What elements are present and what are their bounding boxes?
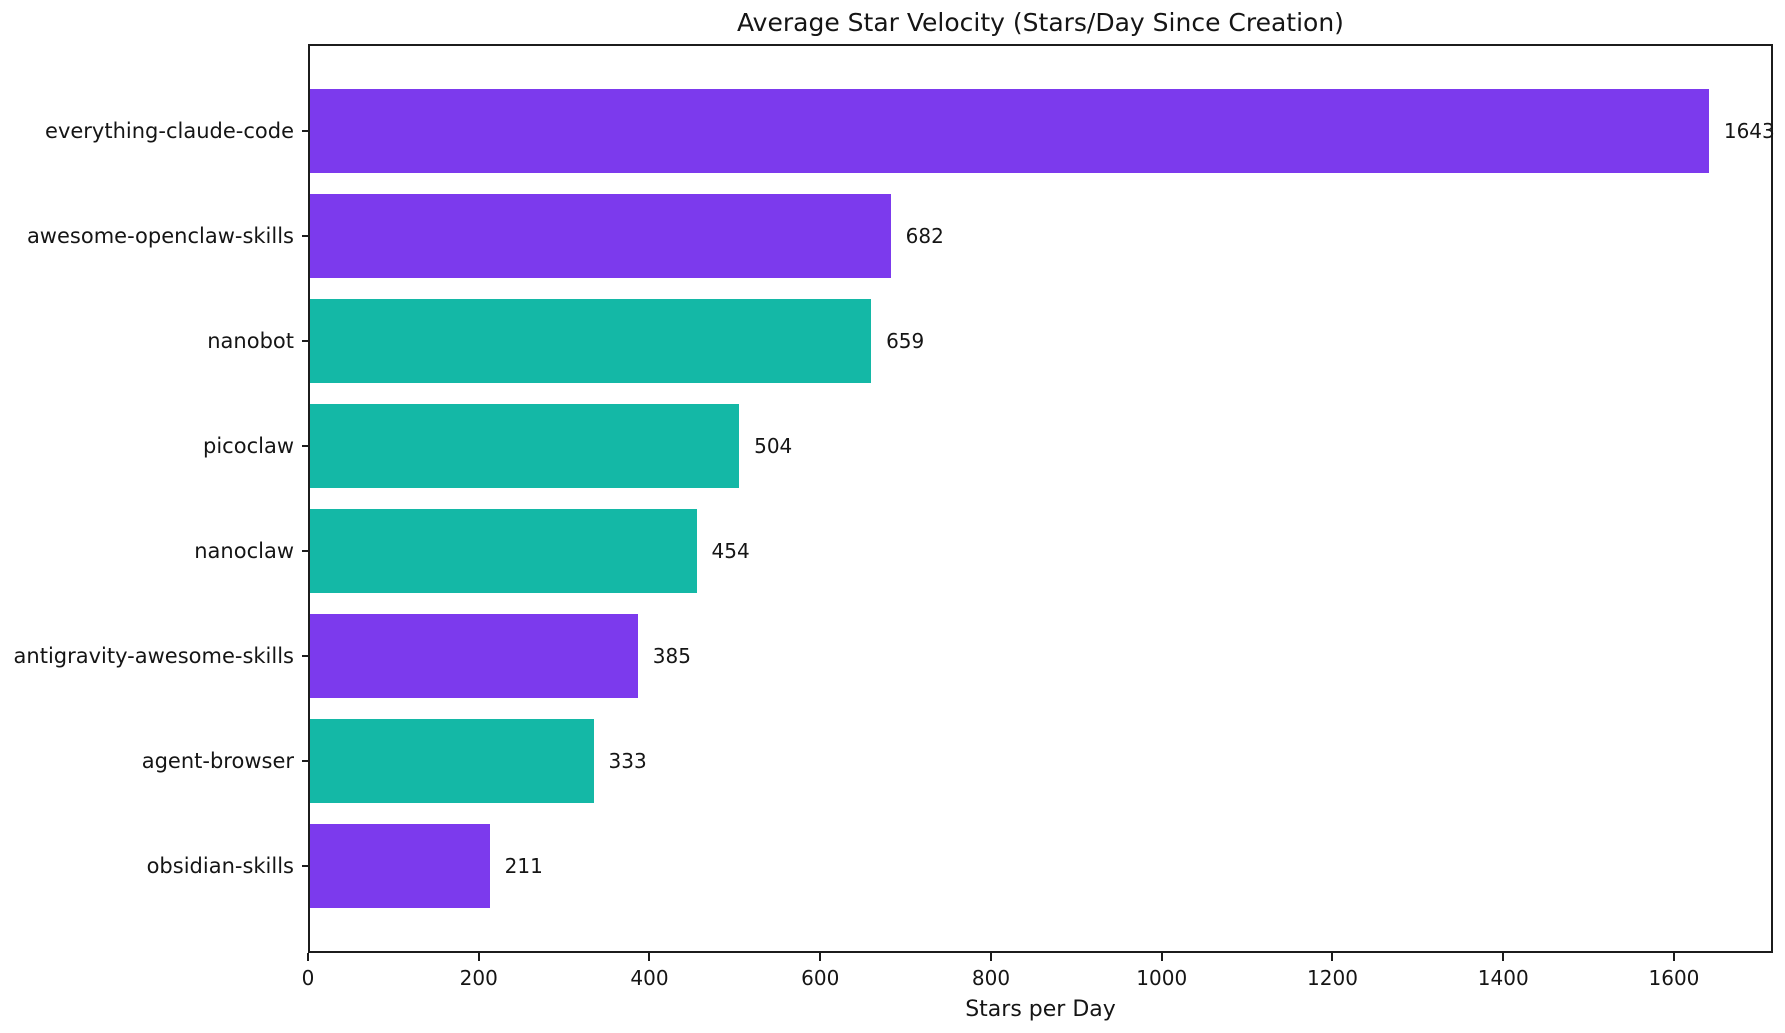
category-label: awesome-openclaw-skills (26, 224, 294, 249)
bar-row: obsidian-skills 211 (147, 813, 1771, 918)
category-label: nanoclaw (194, 538, 294, 563)
y-tick-mark (302, 864, 310, 867)
category-label: obsidian-skills (146, 853, 294, 878)
bar-row: nanoclaw 454 (194, 499, 1771, 604)
bar (310, 718, 594, 803)
bar-row: agent-browser 333 (142, 708, 1771, 813)
category-label: everything-claude-code (45, 119, 294, 144)
bar-value-label: 504 (754, 434, 793, 459)
bar-value-label: 1643 (1723, 119, 1775, 144)
bar-row: antigravity-awesome-skills 385 (14, 603, 1771, 708)
bar (310, 823, 490, 908)
x-tick-mark (1672, 953, 1675, 961)
y-tick-mark (302, 235, 310, 238)
y-tick-mark (302, 130, 310, 133)
bar-row: awesome-openclaw-skills 682 (27, 184, 1771, 289)
y-tick-mark (302, 759, 310, 762)
chart-title: Average Star Velocity (Stars/Day Since C… (737, 8, 1344, 37)
bar-row: picoclaw 504 (203, 394, 1771, 499)
x-tick-label: 1200 (1307, 966, 1358, 990)
bar (310, 508, 697, 593)
x-tick-mark (1502, 953, 1505, 961)
plot-area: everything-claude-code 1643 awesome-opencl… (14, 44, 1775, 953)
x-tick-mark (648, 953, 651, 961)
x-tick-mark (477, 953, 480, 961)
bar-row: everything-claude-code 1643 (45, 79, 1775, 184)
x-axis-label: Stars per Day (965, 997, 1116, 1022)
y-tick-mark (302, 340, 310, 343)
category-label: picoclaw (203, 434, 294, 459)
x-tick-label: 600 (801, 966, 840, 990)
x-tick-label: 1400 (1477, 966, 1529, 990)
y-tick-mark (302, 549, 310, 552)
bar (310, 194, 891, 279)
x-tick-label: 1000 (1136, 966, 1188, 990)
bar (310, 89, 1709, 174)
x-tick-label: 1600 (1648, 966, 1700, 990)
x-tick-label: 0 (301, 966, 315, 990)
bar (310, 404, 740, 489)
bar-value-label: 333 (608, 748, 647, 773)
category-label: agent-browser (141, 748, 294, 773)
x-tick-label: 800 (971, 966, 1011, 990)
x-tick-label: 400 (630, 966, 669, 990)
bar-value-label: 659 (886, 329, 925, 354)
x-tick-mark (307, 953, 309, 961)
category-label: antigravity-awesome-skills (13, 643, 294, 668)
y-tick-mark (302, 445, 310, 448)
x-tick-mark (989, 953, 992, 961)
y-tick-mark (302, 654, 310, 657)
bar-row: nanobot 659 (207, 289, 1771, 394)
x-tick-mark (819, 953, 822, 961)
category-label: nanobot (207, 329, 294, 354)
bar-value-label: 211 (504, 853, 543, 878)
bar-value-label: 385 (652, 643, 691, 668)
x-tick-label: 200 (459, 966, 498, 990)
bar-rows: everything-claude-code 1643 awesome-opencl… (14, 46, 1775, 951)
bar-value-label: 454 (711, 538, 750, 563)
x-tick-mark (1331, 953, 1334, 961)
x-axis: Stars per Day 0 200 400 600 800 1000 1200 1400 1… (302, 953, 1773, 1033)
x-tick-mark (1160, 953, 1163, 961)
bar (310, 299, 872, 384)
bar-value-label: 682 (905, 224, 944, 249)
bar (310, 613, 638, 698)
